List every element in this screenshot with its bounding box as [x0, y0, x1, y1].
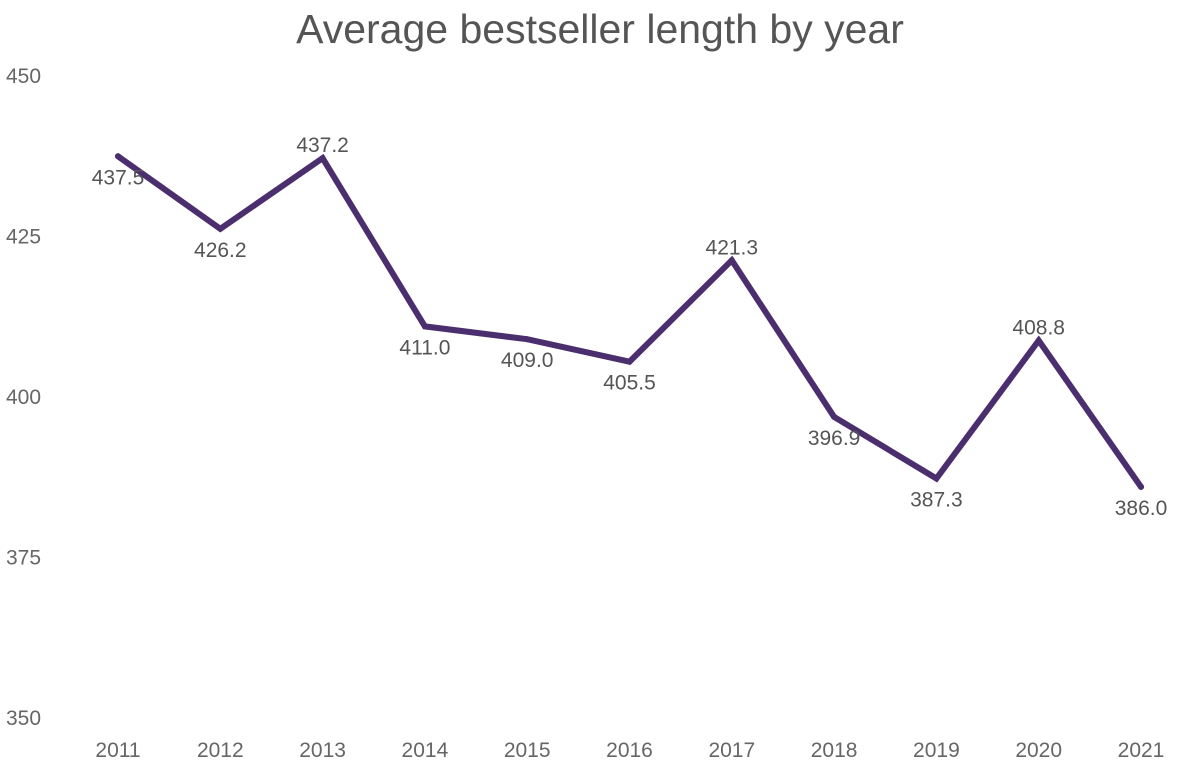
y-tick-label: 450 — [6, 65, 41, 88]
x-tick-label: 2018 — [811, 739, 858, 762]
x-tick-label: 2013 — [299, 739, 346, 762]
y-tick-label: 350 — [6, 707, 41, 730]
data-point — [728, 257, 735, 264]
data-point — [115, 153, 121, 160]
data-point — [933, 475, 940, 482]
x-tick-label: 2015 — [504, 739, 551, 762]
data-label: 387.3 — [910, 489, 963, 512]
y-axis-ticks: 450 425 400 375 350 — [6, 65, 41, 730]
x-tick-label: 2016 — [606, 739, 653, 762]
data-labels: 437.5 426.2 437.2 411.0 409.0 405.5 421.3 396.9… — [92, 134, 1168, 520]
data-label: 409.0 — [501, 349, 554, 372]
x-tick-label: 2012 — [197, 739, 244, 762]
x-axis-ticks: 2011 2012 2013 2014 2015 2016 2017 2018 2019 2020… — [95, 739, 1164, 762]
chart-title: Average bestseller length by year — [296, 6, 904, 52]
y-tick-label: 400 — [6, 386, 41, 409]
data-label: 437.5 — [92, 166, 145, 189]
data-label: 426.2 — [194, 239, 247, 262]
data-point — [421, 323, 428, 330]
series-group — [115, 153, 1144, 490]
x-tick-label: 2011 — [95, 739, 140, 762]
x-tick-label: 2014 — [402, 739, 449, 762]
data-label: 421.3 — [706, 236, 759, 259]
data-point — [1138, 483, 1144, 490]
data-point — [626, 358, 633, 365]
series-line — [115, 153, 1144, 490]
data-point — [831, 413, 838, 420]
x-tick-label: 2017 — [708, 739, 755, 762]
y-tick-label: 425 — [6, 226, 41, 249]
data-point — [319, 155, 326, 162]
data-label: 396.9 — [808, 427, 861, 450]
x-tick-label: 2021 — [1118, 739, 1165, 762]
data-point — [1035, 337, 1042, 344]
y-tick-label: 375 — [6, 547, 41, 570]
x-tick-label: 2019 — [913, 739, 960, 762]
data-label: 408.8 — [1012, 317, 1065, 340]
data-point — [217, 225, 224, 232]
data-label: 405.5 — [603, 372, 656, 395]
x-tick-label: 2020 — [1015, 739, 1062, 762]
data-label: 386.0 — [1115, 497, 1168, 520]
data-label: 411.0 — [399, 336, 450, 359]
data-point — [524, 336, 531, 343]
data-label: 437.2 — [296, 134, 349, 157]
